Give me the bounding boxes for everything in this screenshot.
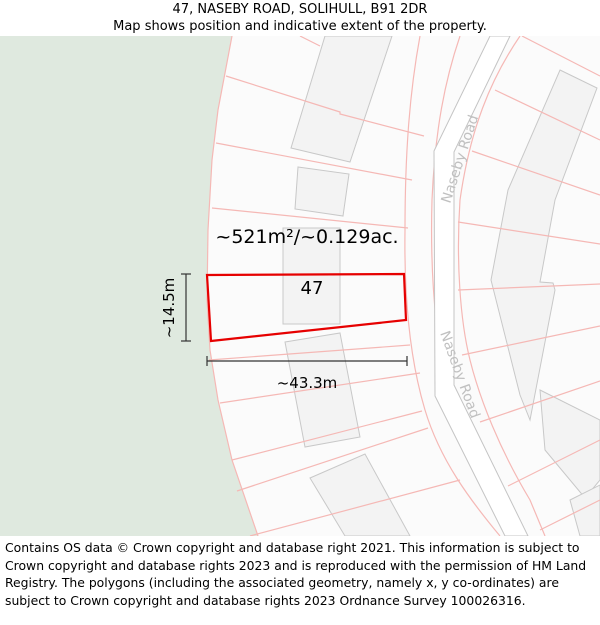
map-subtitle: Map shows position and indicative extent… (113, 19, 487, 34)
property-boundary[interactable] (205, 272, 408, 343)
naseby-road (433, 36, 529, 536)
property-address: 47, NASEBY ROAD, SOLIHULL, B91 2DR (172, 2, 428, 17)
property-map[interactable]: Naseby Road Naseby Road ~521m²/~0.129ac.… (0, 36, 600, 536)
map-header: 47, NASEBY ROAD, SOLIHULL, B91 2DR Map s… (0, 0, 600, 36)
height-dimension-label: ~14.5m (160, 278, 178, 339)
plot-number: 47 (301, 278, 324, 299)
green-space (0, 36, 258, 536)
area-label: ~521m²/~0.129ac. (215, 226, 398, 248)
copyright-attribution: Contains OS data © Crown copyright and d… (5, 540, 587, 608)
width-dimension (206, 356, 408, 366)
height-dimension (181, 273, 191, 342)
width-dimension-label: ~43.3m (277, 374, 338, 392)
